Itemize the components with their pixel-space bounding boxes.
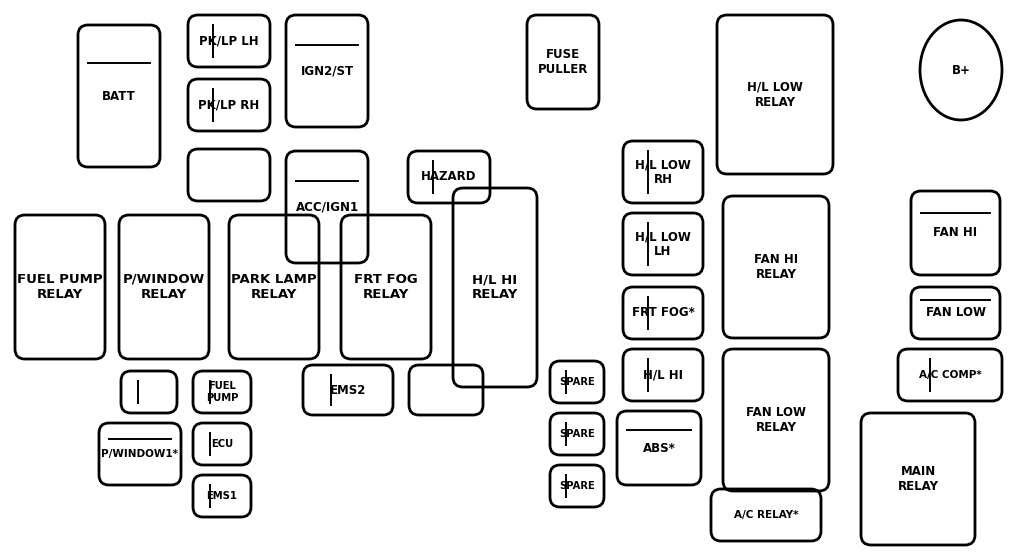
Text: FUSE
PULLER: FUSE PULLER: [538, 48, 588, 76]
Text: SPARE: SPARE: [559, 377, 595, 387]
Text: A/C COMP*: A/C COMP*: [919, 370, 981, 380]
Text: P/WINDOW
RELAY: P/WINDOW RELAY: [123, 273, 205, 301]
Text: FAN HI
RELAY: FAN HI RELAY: [754, 253, 798, 281]
Text: SPARE: SPARE: [559, 429, 595, 439]
Text: EMS1: EMS1: [207, 491, 238, 501]
Text: FAN LOW: FAN LOW: [926, 306, 985, 320]
Text: FAN HI: FAN HI: [934, 226, 978, 239]
Text: MAIN
RELAY: MAIN RELAY: [897, 465, 939, 493]
Text: ACC/IGN1: ACC/IGN1: [296, 201, 358, 214]
Text: FAN LOW
RELAY: FAN LOW RELAY: [746, 406, 806, 434]
Text: FUEL PUMP
RELAY: FUEL PUMP RELAY: [17, 273, 102, 301]
Text: BATT: BATT: [102, 89, 136, 102]
Text: FUEL
PUMP: FUEL PUMP: [206, 381, 239, 403]
Text: H/L HI
RELAY: H/L HI RELAY: [472, 273, 518, 301]
Text: FRT FOG*: FRT FOG*: [632, 306, 694, 320]
Text: EMS2: EMS2: [330, 383, 367, 396]
Text: H/L LOW
RELAY: H/L LOW RELAY: [748, 80, 803, 108]
Text: ABS*: ABS*: [643, 442, 676, 454]
Text: H/L HI: H/L HI: [643, 368, 683, 381]
Text: H/L LOW
RH: H/L LOW RH: [635, 158, 691, 186]
Text: P/WINDOW1*: P/WINDOW1*: [101, 449, 178, 459]
Text: PK/LP RH: PK/LP RH: [199, 98, 260, 111]
Text: SPARE: SPARE: [559, 481, 595, 491]
Text: B+: B+: [951, 64, 971, 77]
Text: IGN2/ST: IGN2/ST: [300, 64, 353, 78]
Text: PARK LAMP
RELAY: PARK LAMP RELAY: [231, 273, 316, 301]
Text: PK/LP LH: PK/LP LH: [200, 35, 259, 48]
Text: ECU: ECU: [211, 439, 233, 449]
Text: H/L LOW
LH: H/L LOW LH: [635, 230, 691, 258]
Text: A/C RELAY*: A/C RELAY*: [734, 510, 799, 520]
Text: HAZARD: HAZARD: [421, 170, 477, 183]
Text: FRT FOG
RELAY: FRT FOG RELAY: [354, 273, 418, 301]
